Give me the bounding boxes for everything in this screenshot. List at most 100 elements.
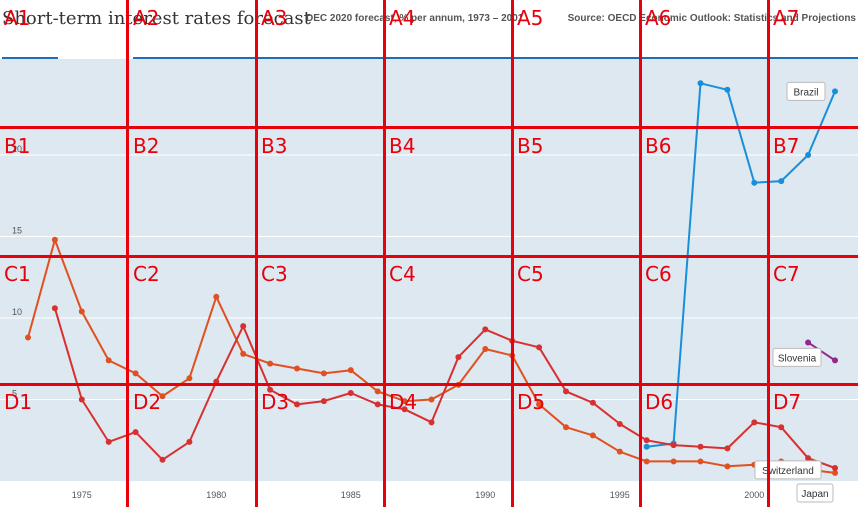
x-tick-label: 1990 (475, 490, 495, 500)
switzerland-point (347, 367, 354, 374)
japan-point (455, 354, 462, 361)
end-label-text: Slovenia (778, 353, 817, 364)
japan-point (643, 437, 650, 444)
japan-point (832, 464, 838, 471)
switzerland-point (267, 360, 274, 367)
x-tick-label: 1995 (610, 490, 630, 500)
switzerland-point (186, 375, 193, 382)
slovenia-point (832, 357, 838, 364)
series-switzerland (25, 236, 838, 476)
end-label-slovenia: Slovenia (772, 347, 822, 367)
end-label-japan: Japan (796, 483, 834, 503)
japan-point (805, 455, 812, 462)
switzerland-point (240, 350, 247, 357)
switzerland-point (536, 401, 543, 408)
chart-header: Short-term interest rates forecast DEC 2… (0, 0, 858, 58)
switzerland-point (159, 393, 166, 400)
switzerland-point (320, 370, 327, 377)
end-label-text: Brazil (793, 87, 818, 98)
japan-point (697, 443, 704, 450)
x-tick-label: 1980 (206, 490, 226, 500)
japan-point (724, 445, 731, 452)
switzerland-point (51, 236, 58, 243)
japan-point (536, 344, 543, 351)
japan-point (78, 396, 85, 403)
end-label-text: Switzerland (762, 466, 814, 477)
series-layer (25, 80, 838, 476)
japan-point (778, 424, 785, 431)
end-label-switzerland: Switzerland (754, 460, 822, 480)
japan-line (53, 307, 836, 469)
slovenia-line (807, 341, 836, 362)
series-slovenia (805, 339, 838, 364)
chart-title: Short-term interest rates forecast (2, 8, 311, 29)
switzerland-point (482, 345, 489, 352)
brazil-point (697, 80, 704, 87)
brazil-point (832, 88, 838, 95)
y-tick-label: 20 (12, 144, 22, 154)
brazil-point (643, 443, 650, 450)
japan-point (213, 378, 220, 385)
source-link[interactable]: Source: OECD Economic Outlook: Statistic… (567, 13, 856, 24)
brazil-point (805, 152, 812, 158)
switzerland-point (724, 463, 731, 470)
japan-point (482, 326, 489, 333)
brazil-point (778, 178, 785, 185)
switzerland-point (616, 448, 623, 455)
japan-point (320, 398, 327, 405)
y-tick-label: 15 (12, 226, 22, 236)
japan-point (563, 388, 569, 395)
japan-point (51, 305, 58, 312)
end-label-box (772, 347, 822, 367)
switzerland-point (374, 388, 381, 395)
japan-point (751, 419, 758, 426)
switzerland-point (132, 370, 139, 377)
end-label-box (786, 81, 826, 101)
japan-point (159, 456, 166, 463)
end-labels: Brazil Slovenia Switzerland Japan (754, 81, 834, 503)
switzerland-point (643, 458, 650, 465)
switzerland-point (563, 424, 569, 431)
header-rule-right (133, 57, 858, 59)
japan-point (186, 438, 193, 445)
switzerland-point (832, 469, 838, 476)
japan-point (670, 442, 677, 449)
japan-point (428, 419, 435, 426)
switzerland-point (670, 458, 677, 465)
japan-point (132, 429, 139, 436)
switzerland-point (25, 334, 31, 341)
end-label-brazil: Brazil (786, 81, 826, 101)
switzerland-point (455, 381, 462, 388)
plot-area (0, 59, 858, 481)
slovenia-point (805, 339, 812, 346)
switzerland-point (401, 398, 408, 405)
header-rule-left (2, 57, 58, 59)
japan-point (267, 386, 274, 393)
japan-point (240, 323, 247, 330)
x-tick-labels: 1975 1980 1985 1990 1995 2000 (72, 490, 765, 500)
japan-point (374, 401, 381, 408)
switzerland-point (294, 365, 300, 372)
switzerland-point (78, 308, 85, 315)
x-tick-label: 2000 (744, 490, 764, 500)
y-tick-labels: 5 10 15 20 (12, 144, 22, 399)
switzerland-point (509, 352, 516, 359)
end-label-box (796, 483, 834, 503)
japan-point (401, 406, 408, 413)
switzerland-point (697, 458, 704, 465)
brazil-point (751, 179, 758, 186)
x-tick-label: 1985 (341, 490, 361, 500)
japan-point (347, 389, 354, 396)
brazil-point (724, 86, 731, 93)
end-label-text: Japan (801, 489, 828, 500)
switzerland-point (428, 396, 435, 403)
chart-subtitle: DEC 2020 forecast, % per annum, 1973 – 2… (306, 13, 524, 24)
japan-point (294, 401, 300, 408)
end-label-box (754, 460, 822, 480)
japan-point (589, 399, 596, 406)
switzerland-point (589, 432, 596, 439)
switzerland-point (105, 357, 112, 364)
japan-point (616, 420, 623, 427)
japan-point (509, 337, 516, 344)
x-tick-label: 1975 (72, 490, 92, 500)
